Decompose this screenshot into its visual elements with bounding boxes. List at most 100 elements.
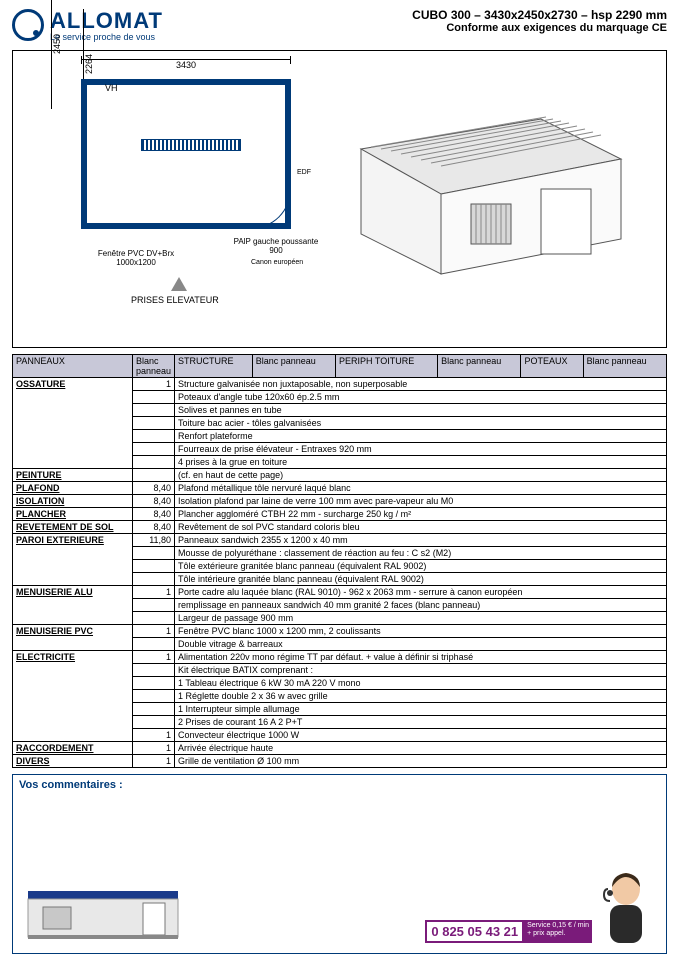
row-qty: [133, 716, 175, 729]
iso-svg: [341, 59, 641, 289]
table-row: PAROI EXTERIEURE11,80Panneaux sandwich 2…: [13, 534, 667, 547]
table-row: REVETEMENT DE SOL8,40Revêtement de sol P…: [13, 521, 667, 534]
row-qty: [133, 664, 175, 677]
table-row: MENUISERIE ALU1Porte cadre alu laquée bl…: [13, 586, 667, 599]
table-row: PLANCHER8,40Plancher aggloméré CTBH 22 m…: [13, 508, 667, 521]
hdr-panneaux: PANNEAUX: [13, 355, 133, 378]
hdr-structure: STRUCTURE: [175, 355, 253, 378]
edf-label: EDF: [297, 169, 311, 176]
row-label: ELECTRICITE: [13, 651, 133, 742]
product-thumb: [23, 873, 183, 943]
row-qty: 1: [133, 651, 175, 664]
row-desc: 2 Prises de courant 16 A 2 P+T: [175, 716, 667, 729]
canon-label: Canon européen: [251, 259, 303, 266]
row-qty: 8,40: [133, 521, 175, 534]
row-qty: [133, 417, 175, 430]
row-qty: [133, 391, 175, 404]
door-label: PAlP gauche poussante 900: [221, 237, 331, 255]
row-qty: 8,40: [133, 482, 175, 495]
row-desc: Toiture bac acier - tôles galvanisées: [175, 417, 667, 430]
table-row: MENUISERIE PVC1Fenêtre PVC blanc 1000 x …: [13, 625, 667, 638]
row-qty: [133, 677, 175, 690]
row-desc: Renfort plateforme: [175, 430, 667, 443]
vh-label: VH: [105, 83, 118, 93]
row-desc: Structure galvanisée non juxtaposable, n…: [175, 378, 667, 391]
row-desc: Solives et pannes en tube: [175, 404, 667, 417]
row-desc: 1 Tableau électrique 6 kW 30 mA 220 V mo…: [175, 677, 667, 690]
row-qty: 1: [133, 625, 175, 638]
hdr-poteaux: POTEAUX: [521, 355, 583, 378]
row-desc: Plafond métallique tôle nervuré laqué bl…: [175, 482, 667, 495]
spec-table: PANNEAUX Blanc panneau STRUCTURE Blanc p…: [12, 354, 667, 768]
dim-outer-height: 2450: [51, 0, 62, 109]
row-desc: Porte cadre alu laquée blanc (RAL 9010) …: [175, 586, 667, 599]
row-desc: 1 Interrupteur simple allumage: [175, 703, 667, 716]
table-row: ELECTRICITE1Alimentation 220v mono régim…: [13, 651, 667, 664]
row-qty: [133, 443, 175, 456]
phone-wrap: 0 825 05 43 21 Service 0,15 € / min + pr…: [425, 920, 592, 943]
row-qty: [133, 599, 175, 612]
table-row: ISOLATION8,40Isolation plafond par laine…: [13, 495, 667, 508]
row-desc: Double vitrage & barreaux: [175, 638, 667, 651]
hdr-periph: PERIPH TOITURE: [336, 355, 438, 378]
row-desc: Revêtement de sol PVC standard coloris b…: [175, 521, 667, 534]
vent-icon: [141, 139, 241, 151]
row-label: REVETEMENT DE SOL: [13, 521, 133, 534]
hdr-val-0: Blanc panneau: [133, 355, 175, 378]
row-qty: 11,80: [133, 534, 175, 547]
row-qty: 1: [133, 755, 175, 768]
floor-plan: 3430 3218 2450 2264 VH EDF Fenêtre PVC D…: [21, 59, 321, 339]
row-label: OSSATURE: [13, 378, 133, 469]
footer-contact: 0 825 05 43 21 Service 0,15 € / min + pr…: [425, 863, 656, 943]
row-desc: (cf. en haut de cette page): [175, 469, 667, 482]
row-desc: Alimentation 220v mono régime TT par déf…: [175, 651, 667, 664]
row-desc: Arrivée électrique haute: [175, 742, 667, 755]
row-label: DIVERS: [13, 755, 133, 768]
phone-number: 0 825 05 43 21: [425, 920, 524, 943]
row-label: PAROI EXTERIEURE: [13, 534, 133, 586]
table-row: DIVERS1Grille de ventilation Ø 100 mm: [13, 755, 667, 768]
row-qty: [133, 573, 175, 586]
row-desc: Fourreaux de prise élévateur - Entraxes …: [175, 443, 667, 456]
hdr-val-3: Blanc panneau: [583, 355, 666, 378]
row-qty: [133, 612, 175, 625]
prises-label: PRISES ELEVATEUR: [131, 295, 219, 305]
row-desc: Poteaux d'angle tube 120x60 ép.2.5 mm: [175, 391, 667, 404]
row-desc: 1 Réglette double 2 x 36 w avec grille: [175, 690, 667, 703]
row-desc: Plancher aggloméré CTBH 22 mm - surcharg…: [175, 508, 667, 521]
row-desc: remplissage en panneaux sandwich 40 mm g…: [175, 599, 667, 612]
spec-table-body: OSSATURE1Structure galvanisée non juxtap…: [13, 378, 667, 768]
isometric-view: [341, 59, 641, 289]
support-person-icon: [596, 863, 656, 943]
comments-title: Vos commentaires :: [19, 779, 660, 791]
row-desc: 4 prises à la grue en toiture: [175, 456, 667, 469]
product-title: CUBO 300 – 3430x2450x2730 – hsp 2290 mm: [412, 8, 667, 22]
row-desc: Kit électrique BATIX comprenant :: [175, 664, 667, 677]
row-desc: Isolation plafond par laine de verre 100…: [175, 495, 667, 508]
row-desc: Tôle intérieure granitée blanc panneau (…: [175, 573, 667, 586]
row-qty: [133, 638, 175, 651]
row-qty: [133, 547, 175, 560]
window-label: Fenêtre PVC DV+Brx 1000x1200: [91, 249, 181, 267]
table-row: PLAFOND8,40Plafond métallique tôle nervu…: [13, 482, 667, 495]
row-desc: Fenêtre PVC blanc 1000 x 1200 mm, 2 coul…: [175, 625, 667, 638]
row-qty: [133, 469, 175, 482]
hdr-val-2: Blanc panneau: [438, 355, 521, 378]
row-label: RACCORDEMENT: [13, 742, 133, 755]
hdr-val-1: Blanc panneau: [252, 355, 335, 378]
table-header-row: PANNEAUX Blanc panneau STRUCTURE Blanc p…: [13, 355, 667, 378]
row-desc: Grille de ventilation Ø 100 mm: [175, 755, 667, 768]
table-row: PEINTURE(cf. en haut de cette page): [13, 469, 667, 482]
row-label: MENUISERIE ALU: [13, 586, 133, 625]
row-desc: Mousse de polyuréthane : classement de r…: [175, 547, 667, 560]
page: ALLOMAT Le service proche de vous CUBO 3…: [0, 0, 679, 962]
row-desc: Largeur de passage 900 mm: [175, 612, 667, 625]
row-qty: [133, 404, 175, 417]
dim-outer-width: 3430: [81, 59, 291, 70]
row-qty: 1: [133, 378, 175, 391]
product-subtitle: Conforme aux exigences du marquage CE: [412, 22, 667, 34]
row-qty: 8,40: [133, 508, 175, 521]
row-label: PLAFOND: [13, 482, 133, 495]
logo-text-wrap: ALLOMAT Le service proche de vous: [50, 8, 163, 42]
logo-tagline: Le service proche de vous: [50, 32, 163, 42]
